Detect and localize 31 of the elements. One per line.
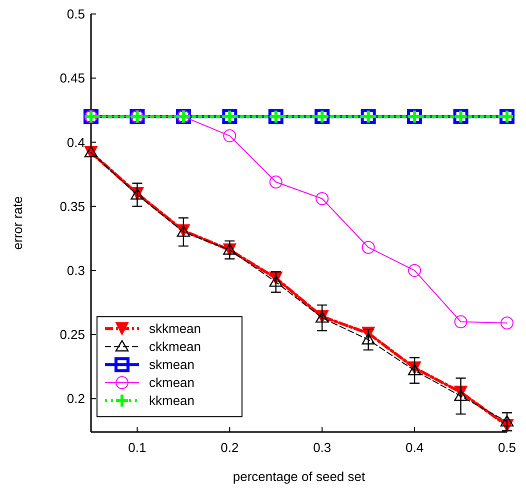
point bbox=[454, 390, 468, 401]
y-tick-label: 0.5 bbox=[66, 6, 85, 22]
point bbox=[408, 264, 422, 277]
y-tick-label: 0.2 bbox=[66, 391, 85, 406]
point bbox=[269, 175, 282, 188]
y-tick-label: 0.3 bbox=[66, 262, 85, 278]
point bbox=[454, 315, 468, 328]
y-tick-label: 0.35 bbox=[60, 198, 85, 214]
x-tick-label: 0.4 bbox=[406, 440, 424, 455]
point bbox=[500, 415, 514, 427]
x-tick-label: 0.1 bbox=[128, 440, 146, 455]
x-tick-label: 0.3 bbox=[313, 440, 332, 455]
point bbox=[269, 275, 282, 287]
y-tick-label: 0.25 bbox=[60, 327, 85, 342]
point bbox=[408, 364, 422, 376]
legend-label: ckmean bbox=[149, 375, 195, 390]
y-tick-label: 0.4 bbox=[66, 134, 85, 150]
x-tick-label: 0.5 bbox=[498, 440, 516, 455]
x-axis-title: percentage of seed set bbox=[232, 469, 366, 484]
legend-label: kkmean bbox=[149, 393, 195, 408]
y-tick-label: 0.45 bbox=[60, 70, 85, 86]
point bbox=[500, 316, 514, 330]
x-tick-label: 0.2 bbox=[220, 440, 239, 455]
legend-label: ckkmean bbox=[149, 339, 202, 354]
point bbox=[362, 333, 375, 344]
legend-label: skkmean bbox=[149, 321, 202, 336]
point bbox=[362, 240, 375, 254]
point bbox=[316, 192, 329, 206]
legend-label: skmean bbox=[149, 357, 195, 372]
point bbox=[223, 129, 236, 142]
y-axis-title: error rate bbox=[10, 196, 25, 250]
